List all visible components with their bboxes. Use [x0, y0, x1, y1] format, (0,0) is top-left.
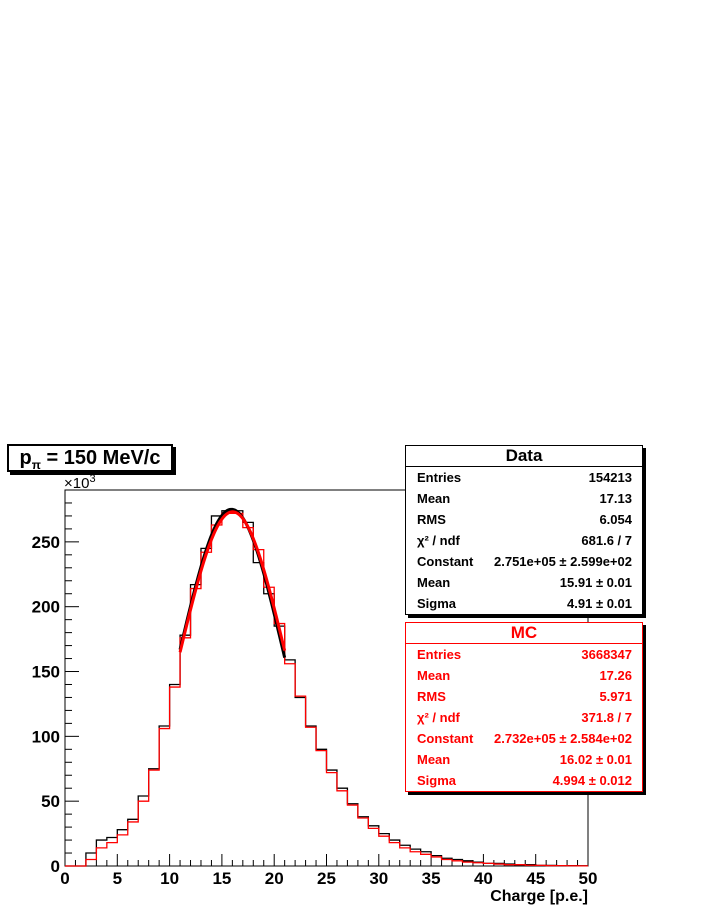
stats-row: Entries 154213 — [406, 467, 642, 488]
stats-label: Mean — [417, 752, 451, 767]
stats-value: 154213 — [588, 470, 632, 485]
stats-box-data: Data Entries 154213 Mean 17.13 RMS 6.054 χ² / … — [405, 445, 643, 615]
stats-label: Mean — [417, 491, 451, 506]
y-multiplier: ×103 — [64, 473, 96, 492]
stats-value: 2.751e+05 ± 2.599e+02 — [494, 554, 632, 569]
stats-label: Entries — [417, 647, 462, 662]
stats-row: Mean 17.13 — [406, 488, 642, 509]
stats-row: Sigma 4.994 ± 0.012 — [406, 770, 642, 791]
series-layer — [65, 510, 588, 867]
stats-value: 16.02 ± 0.01 — [559, 752, 632, 767]
x-tick-label: 40 — [474, 869, 493, 888]
stats-value: 15.91 ± 0.01 — [559, 575, 632, 590]
y-tick-label: 100 — [32, 727, 60, 746]
y-tick-label: 250 — [32, 533, 60, 552]
title-rest: = 150 MeV/c — [40, 447, 161, 469]
plot-title: pπ = 150 MeV/c — [7, 444, 173, 472]
stats-value: 4.994 ± 0.012 — [552, 773, 632, 788]
stats-label: RMS — [417, 689, 446, 704]
stats-row: RMS 5.971 — [406, 686, 642, 707]
stats-label: Mean — [417, 575, 451, 590]
stats-row: χ² / ndf 371.8 / 7 — [406, 707, 642, 728]
axis-labels: 0 5 10 15 20 25 30 35 40 45 50 0 50 100 150 200 250 Charg… — [32, 473, 598, 905]
stats-row: Mean 16.02 ± 0.01 — [406, 749, 642, 770]
stats-value: 6.054 — [599, 512, 632, 527]
stats-value: 3668347 — [581, 647, 632, 662]
stats-label: Sigma — [417, 773, 457, 788]
stats-value: 17.13 — [599, 491, 632, 506]
y-tick-label: 150 — [32, 663, 60, 682]
stats-value: 2.732e+05 ± 2.584e+02 — [494, 731, 632, 746]
stats-label: Sigma — [417, 596, 457, 611]
stats-label: RMS — [417, 512, 446, 527]
stats-header: Data — [406, 446, 642, 467]
stats-label: χ² / ndf — [417, 533, 460, 548]
stats-rows: Entries 3668347 Mean 17.26 RMS 5.971 χ² / ndf 3… — [406, 644, 642, 791]
stats-label: Mean — [417, 668, 451, 683]
stats-box-mc: MC Entries 3668347 Mean 17.26 RMS 5.971 χ² / n… — [405, 622, 643, 792]
title-main: p — [19, 447, 32, 469]
x-tick-label: 30 — [369, 869, 388, 888]
y-tick-label: 50 — [41, 792, 60, 811]
x-axis-label: Charge [p.e.] — [490, 888, 588, 905]
x-tick-label: 10 — [160, 869, 179, 888]
fit-curve-mc — [178, 510, 287, 653]
stats-row: Mean 17.26 — [406, 665, 642, 686]
x-tick-label: 25 — [317, 869, 336, 888]
stats-row: Sigma 4.91 ± 0.01 — [406, 593, 642, 614]
stats-label: Constant — [417, 554, 474, 569]
x-tick-label: 15 — [212, 869, 231, 888]
stats-label: Entries — [417, 470, 462, 485]
x-tick-label: 35 — [422, 869, 441, 888]
y-tick-label: 0 — [51, 857, 60, 876]
fit-layer — [178, 507, 287, 658]
x-tick-label: 5 — [113, 869, 122, 888]
stats-label: χ² / ndf — [417, 710, 460, 725]
stats-row: Entries 3668347 — [406, 644, 642, 665]
histogram-mc — [65, 512, 588, 867]
y-tick-label: 200 — [32, 598, 60, 617]
stats-header: MC — [406, 623, 642, 644]
stats-value: 371.8 / 7 — [581, 710, 632, 725]
stats-row: RMS 6.054 — [406, 509, 642, 530]
stats-value: 17.26 — [599, 668, 632, 683]
x-tick-label: 45 — [526, 869, 545, 888]
title-subscript: π — [31, 458, 41, 472]
stats-row: χ² / ndf 681.6 / 7 — [406, 530, 642, 551]
stats-rows: Entries 154213 Mean 17.13 RMS 6.054 χ² / ndf 68… — [406, 467, 642, 614]
stats-row: Constant 2.751e+05 ± 2.599e+02 — [406, 551, 642, 572]
x-tick-label: 0 — [60, 869, 69, 888]
stats-row: Constant 2.732e+05 ± 2.584e+02 — [406, 728, 642, 749]
stats-value: 4.91 ± 0.01 — [567, 596, 632, 611]
stats-value: 681.6 / 7 — [581, 533, 632, 548]
x-tick-label: 50 — [579, 869, 598, 888]
stats-value: 5.971 — [599, 689, 632, 704]
stats-label: Constant — [417, 731, 474, 746]
x-tick-label: 20 — [265, 869, 284, 888]
stats-row: Mean 15.91 ± 0.01 — [406, 572, 642, 593]
